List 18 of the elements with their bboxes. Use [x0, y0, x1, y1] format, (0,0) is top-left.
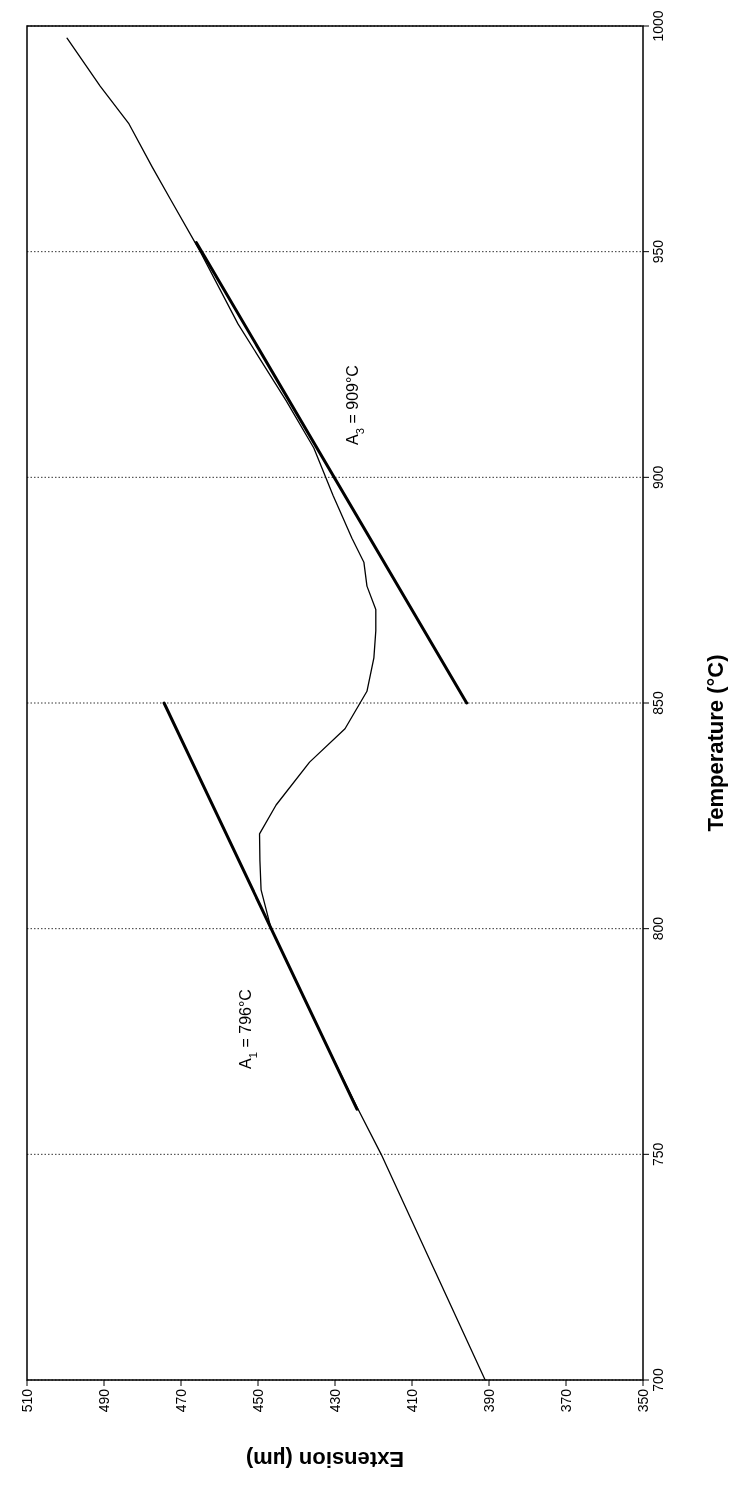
- y-axis-title: Temperature (°C): [703, 654, 728, 832]
- x-tick-label: 490: [95, 1388, 112, 1413]
- y-tick-label: 850: [650, 691, 666, 715]
- x-tick-label: 510: [18, 1388, 35, 1413]
- y-tick-label: 800: [650, 916, 666, 941]
- x-tick-label: 450: [249, 1388, 266, 1413]
- x-tick-label: 350: [634, 1388, 651, 1413]
- x-tick-label: 470: [172, 1388, 189, 1413]
- x-axis-title: Extension (µm): [245, 1447, 405, 1472]
- x-tick-label: 410: [403, 1388, 420, 1413]
- y-tick-label: 750: [650, 1142, 666, 1167]
- y-tick-label: 700: [650, 1368, 666, 1392]
- x-tick-label: 390: [480, 1388, 497, 1413]
- x-tick-label: 370: [557, 1388, 574, 1413]
- y-tick-label: 1000: [650, 10, 666, 42]
- y-tick-label: 950: [650, 239, 666, 264]
- y-tick-label: 900: [650, 465, 666, 490]
- x-tick-label: 430: [326, 1388, 343, 1413]
